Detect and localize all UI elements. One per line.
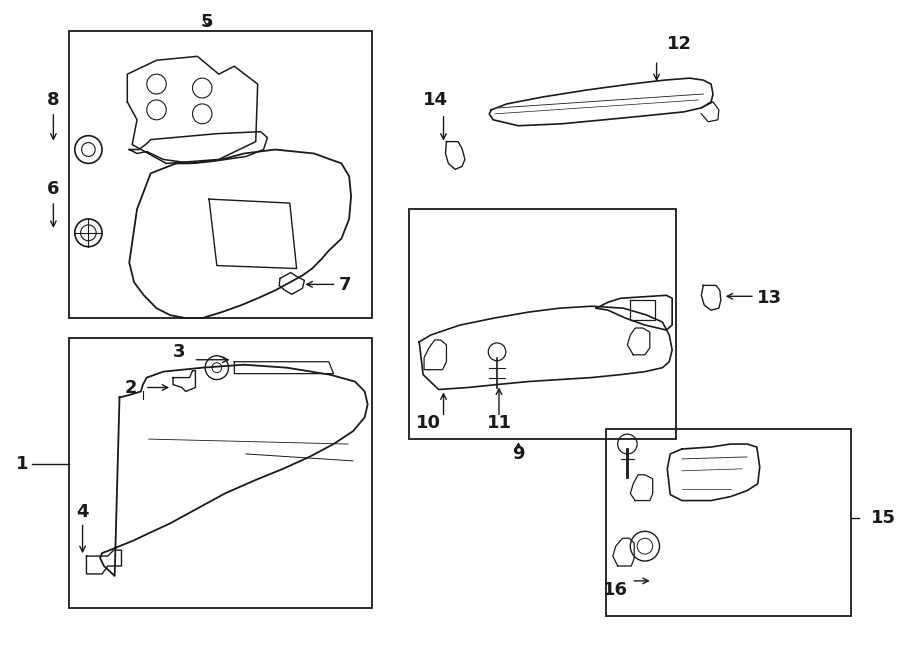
Text: 1: 1 [16, 455, 29, 473]
Text: 13: 13 [757, 290, 782, 307]
Text: 3: 3 [173, 343, 185, 361]
Text: 4: 4 [76, 504, 89, 522]
Text: 16: 16 [603, 581, 628, 599]
Text: 14: 14 [423, 91, 448, 109]
Text: 7: 7 [338, 276, 351, 294]
Text: 10: 10 [417, 414, 441, 432]
Text: 9: 9 [512, 445, 525, 463]
Text: 12: 12 [667, 36, 691, 54]
Text: 5: 5 [201, 13, 213, 30]
Text: 11: 11 [487, 414, 511, 432]
Text: 2: 2 [124, 379, 137, 397]
Text: 6: 6 [47, 180, 59, 198]
Text: 8: 8 [47, 91, 59, 109]
Text: 15: 15 [870, 510, 896, 527]
